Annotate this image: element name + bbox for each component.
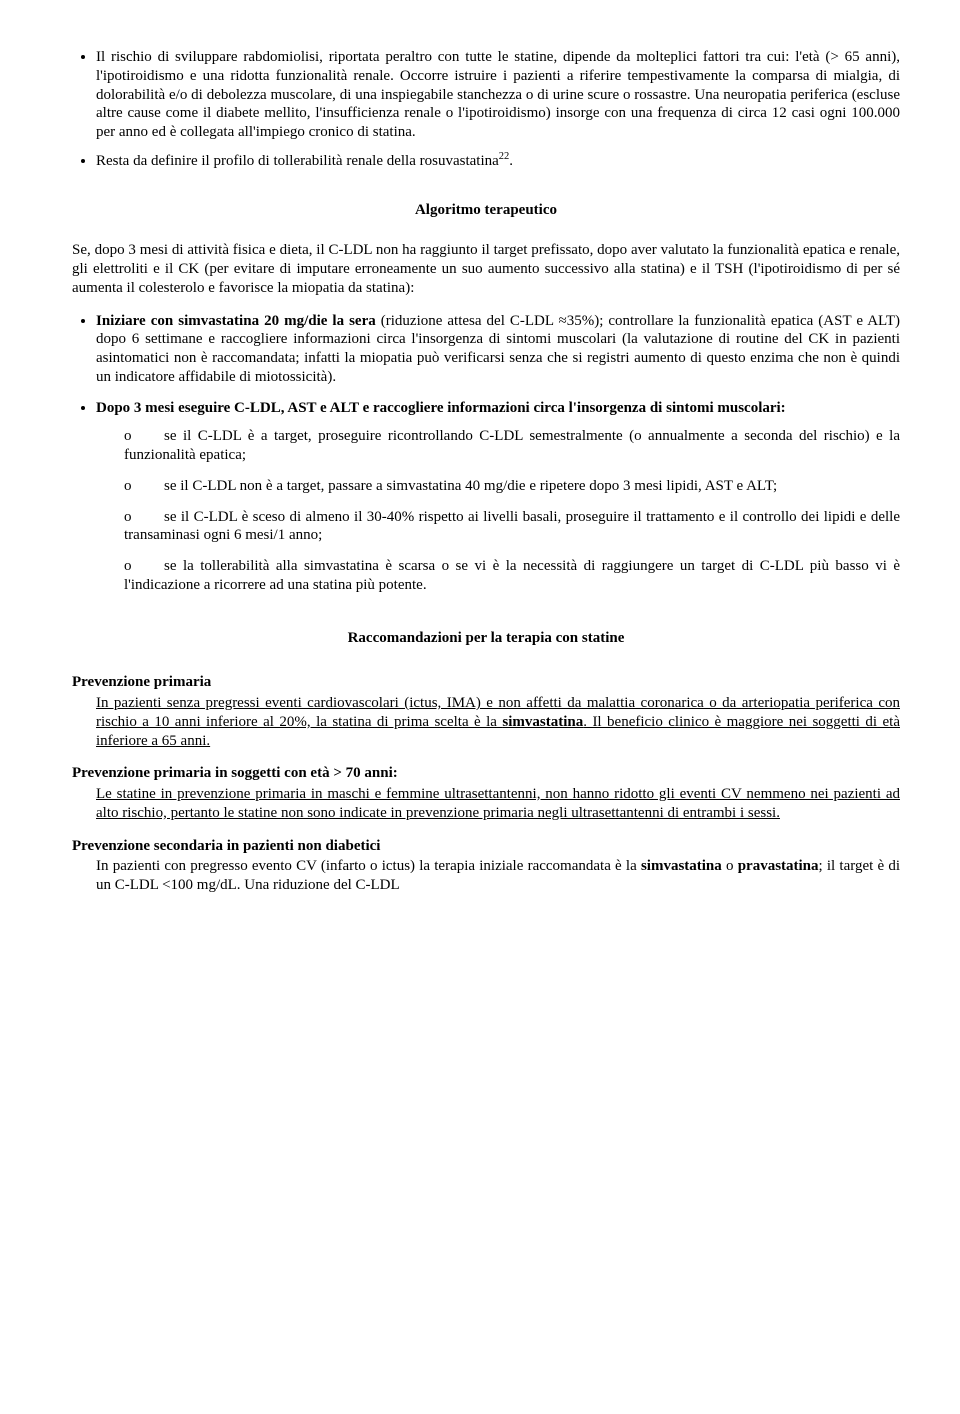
- prevention-heading: Prevenzione primaria: [72, 673, 900, 692]
- prevention-block: Prevenzione primaria in soggetti con età…: [72, 764, 900, 822]
- algorithm-sub-item: ose la tollerabilità alla simvastatina è…: [96, 557, 900, 595]
- prevention-body: Le statine in prevenzione primaria in ma…: [96, 785, 900, 823]
- bullet-item: Il rischio di sviluppare rabdomiolisi, r…: [96, 48, 900, 142]
- algorithm-sub-item: ose il C-LDL è a target, proseguire rico…: [96, 427, 900, 465]
- prevention-heading: Prevenzione primaria in soggetti con età…: [72, 764, 900, 783]
- algorithm-list: Iniziare con simvastatina 20 mg/die la s…: [72, 312, 900, 595]
- prevention-body: In pazienti con pregresso evento CV (inf…: [96, 857, 900, 895]
- bullet-item: Resta da definire il profilo di tollerab…: [96, 150, 900, 171]
- algorithm-intro: Se, dopo 3 mesi di attività fisica e die…: [72, 241, 900, 297]
- algorithm-title: Algoritmo terapeutico: [72, 201, 900, 220]
- prevention-block: Prevenzione secondaria in pazienti non d…: [72, 837, 900, 895]
- algorithm-sub-item: ose il C-LDL è sceso di almeno il 30-40%…: [96, 508, 900, 546]
- algorithm-item: Iniziare con simvastatina 20 mg/die la s…: [96, 312, 900, 387]
- prevention-heading: Prevenzione secondaria in pazienti non d…: [72, 837, 900, 856]
- recommendations-title: Raccomandazioni per la terapia con stati…: [72, 629, 900, 648]
- prevention-body: In pazienti senza pregressi eventi cardi…: [96, 694, 900, 750]
- top-bullet-list: Il rischio di sviluppare rabdomiolisi, r…: [72, 48, 900, 171]
- algorithm-item: Dopo 3 mesi eseguire C-LDL, AST e ALT e …: [96, 399, 900, 595]
- algorithm-sub-item: ose il C-LDL non è a target, passare a s…: [96, 477, 900, 496]
- prevention-sections: Prevenzione primaria In pazienti senza pr…: [72, 673, 900, 895]
- prevention-block: Prevenzione primaria In pazienti senza pr…: [72, 673, 900, 750]
